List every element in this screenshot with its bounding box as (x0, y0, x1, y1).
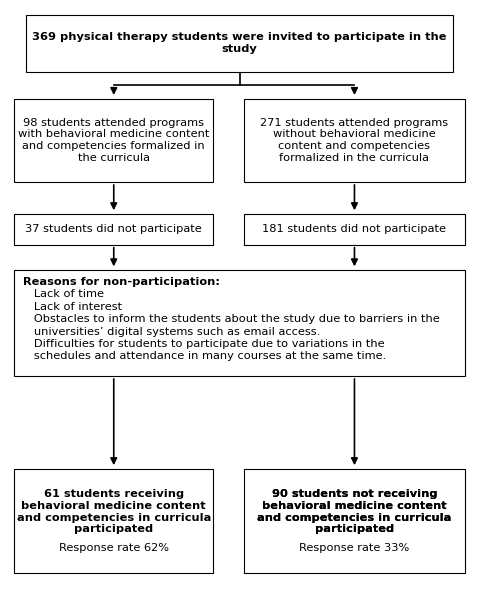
Text: Reasons for non-participation:: Reasons for non-participation: (23, 277, 220, 287)
Text: 271 students attended programs
without behavioral medicine
content and competenc: 271 students attended programs without b… (261, 118, 448, 163)
FancyBboxPatch shape (14, 214, 213, 245)
Text: 61 students receiving
behavioral medicine content
and competencies in curricula
: 61 students receiving behavioral medicin… (17, 490, 211, 534)
FancyBboxPatch shape (14, 469, 213, 573)
FancyBboxPatch shape (244, 99, 465, 182)
Text: 369 physical therapy students were invited to participate in the
study: 369 physical therapy students were invit… (32, 32, 447, 54)
Text: 90 students not receiving
behavioral medicine content
and competencies in curric: 90 students not receiving behavioral med… (257, 490, 452, 534)
FancyBboxPatch shape (14, 99, 213, 182)
FancyBboxPatch shape (244, 469, 465, 573)
Text: 98 students attended programs
with behavioral medicine content
and competencies : 98 students attended programs with behav… (18, 118, 209, 163)
Text: 90 students not receiving
behavioral medicine content
and competencies in curric: 90 students not receiving behavioral med… (257, 490, 452, 534)
Text: Response rate 62%: Response rate 62% (59, 543, 169, 553)
Text: 181 students did not participate: 181 students did not participate (262, 224, 446, 234)
FancyBboxPatch shape (26, 15, 453, 72)
Text: Lack of time
   Lack of interest
   Obstacles to inform the students about the s: Lack of time Lack of interest Obstacles … (23, 290, 440, 362)
FancyBboxPatch shape (244, 214, 465, 245)
FancyBboxPatch shape (14, 270, 465, 376)
Text: 37 students did not participate: 37 students did not participate (25, 224, 202, 234)
Text: Response rate 33%: Response rate 33% (299, 543, 410, 553)
